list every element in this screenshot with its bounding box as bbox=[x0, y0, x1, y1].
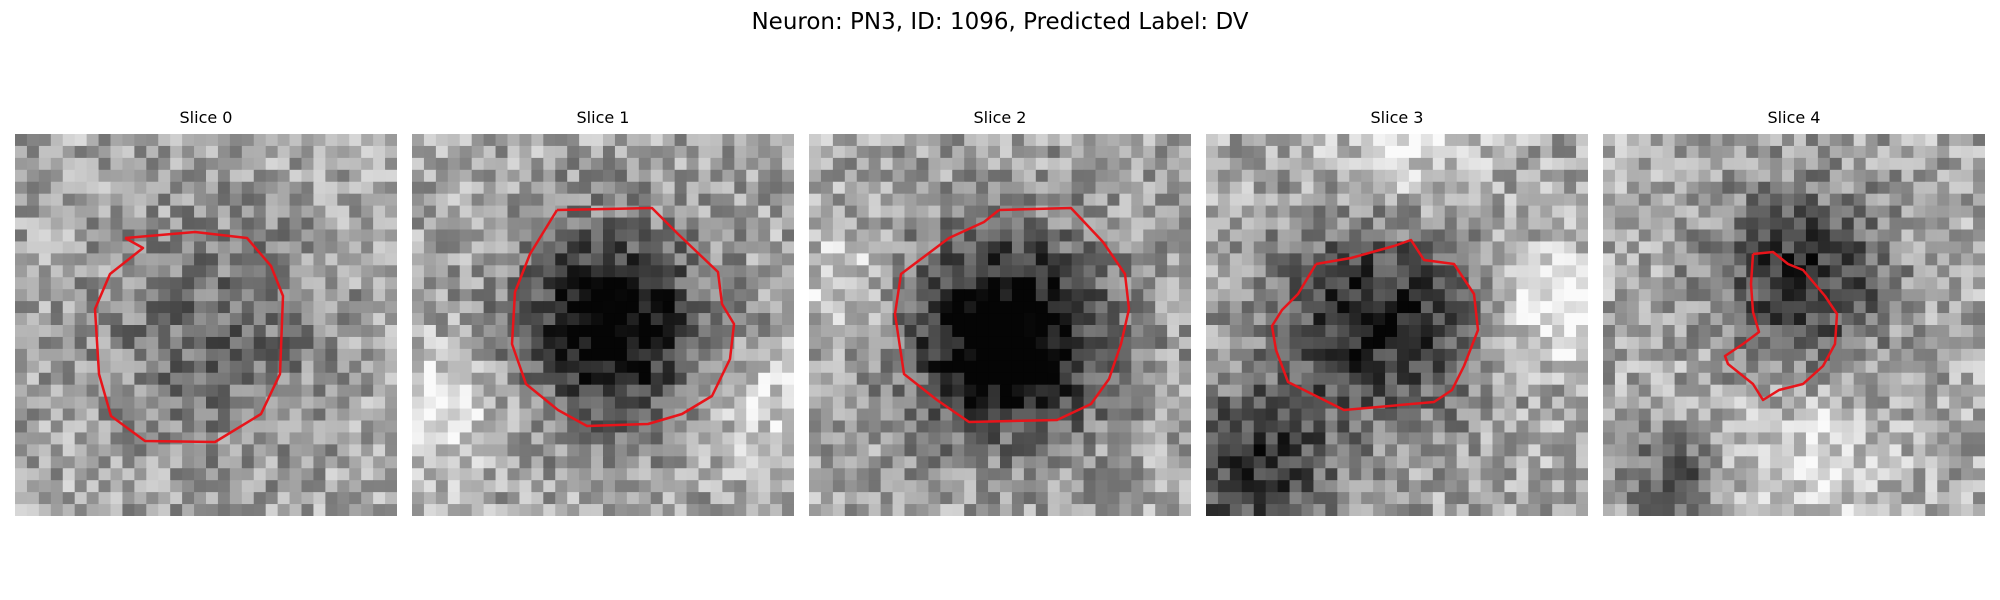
slice-title-1: Slice 1 bbox=[576, 108, 630, 127]
slice-image-1 bbox=[412, 134, 794, 516]
slice-image-2 bbox=[809, 134, 1191, 516]
slice-panel-0: Slice 0 bbox=[15, 108, 397, 516]
figure-title: Neuron: PN3, ID: 1096, Predicted Label: … bbox=[751, 9, 1249, 35]
segmentation-contour bbox=[1723, 250, 1839, 402]
slice-panel-1: Slice 1 bbox=[412, 108, 794, 516]
slice-image-3 bbox=[1206, 134, 1588, 516]
segmentation-contour bbox=[1270, 238, 1480, 412]
segmentation-contour bbox=[93, 230, 285, 444]
slice-panel-4: Slice 4 bbox=[1603, 108, 1985, 516]
slice-title-4: Slice 4 bbox=[1767, 108, 1821, 127]
slice-title-0: Slice 0 bbox=[179, 108, 233, 127]
slice-image-0 bbox=[15, 134, 397, 516]
segmentation-contour bbox=[510, 206, 736, 428]
slice-image-4 bbox=[1603, 134, 1985, 516]
slice-panel-3: Slice 3 bbox=[1206, 108, 1588, 516]
slice-title-3: Slice 3 bbox=[1370, 108, 1424, 127]
slice-panel-2: Slice 2 bbox=[809, 108, 1191, 516]
slice-title-2: Slice 2 bbox=[973, 108, 1027, 127]
segmentation-contour bbox=[893, 206, 1131, 424]
